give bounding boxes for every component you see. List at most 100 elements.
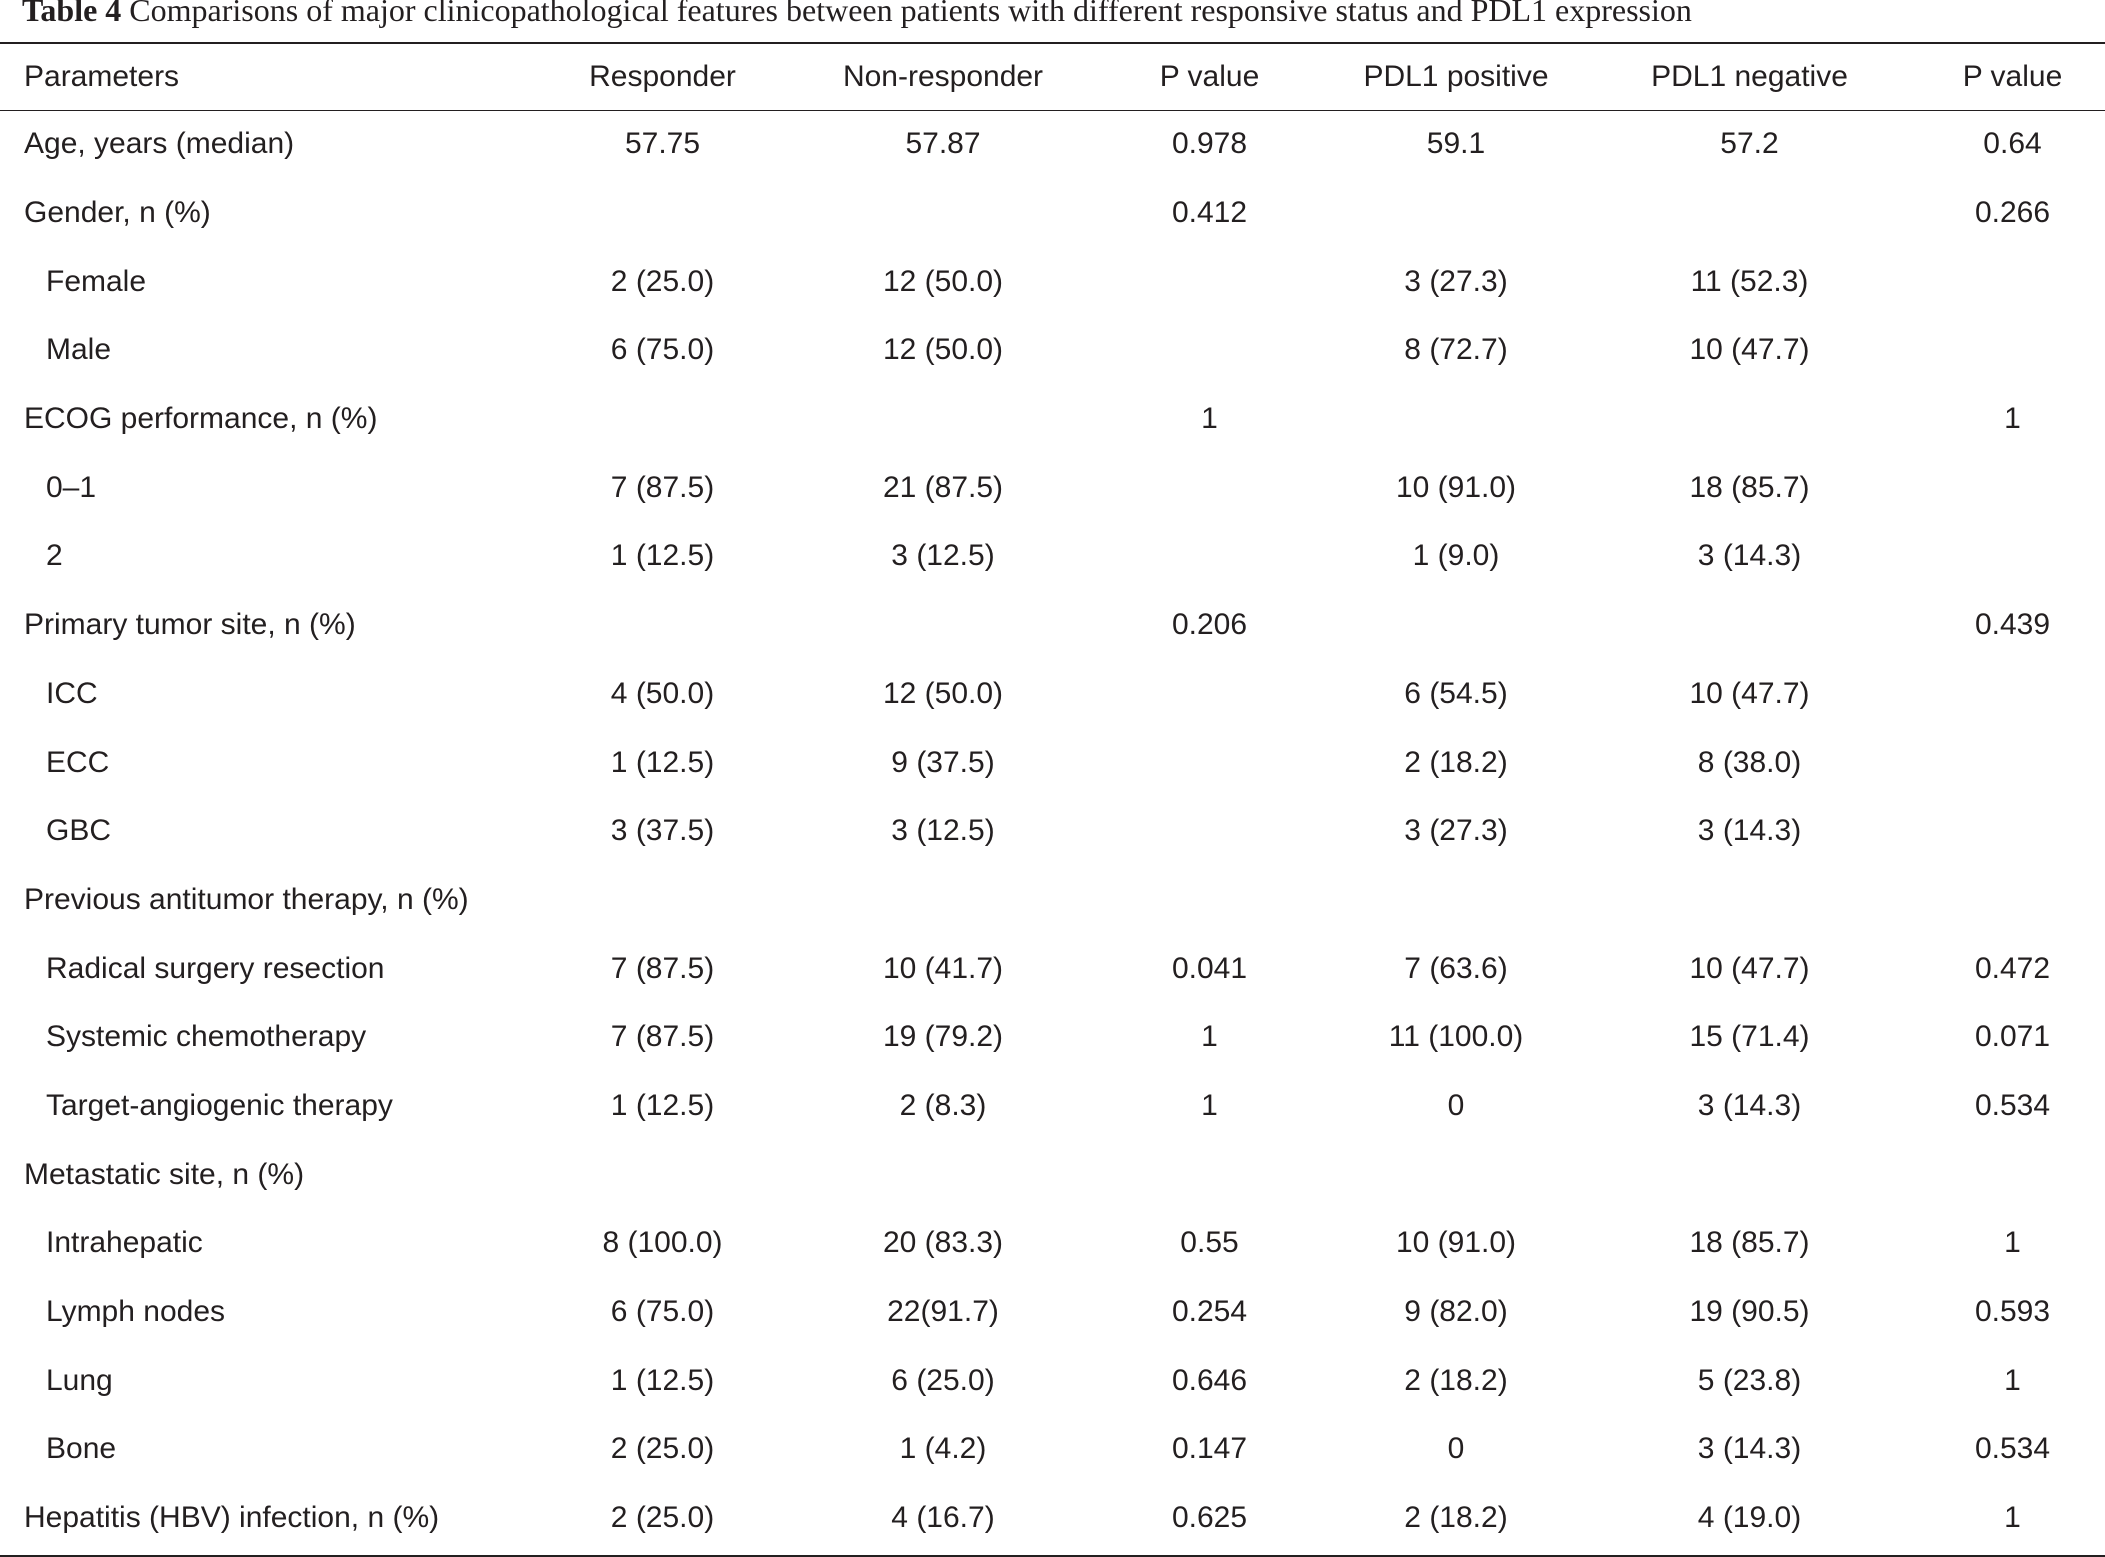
parameter-cell: ECOG performance, n (%) [24, 402, 378, 436]
value-cell [549, 866, 776, 935]
value-cell: 10 (91.0) [1395, 1226, 1517, 1260]
value-cell: 2 (25.0) [610, 1432, 715, 1466]
value-cell: 8 (72.7) [1404, 333, 1508, 367]
table-row: Bone 2 (25.0) 1 (4.2) 0.147 0 3 (14.3) 0.534 [0, 1415, 2105, 1484]
value-cell: 0.55 [1180, 1226, 1239, 1260]
value-cell: 4 (50.0) [610, 676, 715, 710]
value-cell: 7 (87.5) [610, 951, 715, 985]
value-cell: 10 (47.7) [1689, 333, 1810, 367]
value-cell: 1 [1201, 402, 1218, 436]
value-cell [1309, 1140, 1603, 1209]
value-cell: 0.254 [1171, 1295, 1248, 1329]
table-header-rule [0, 110, 2105, 111]
table-row: Age, years (median) 57.75 57.87 0.978 59.1 57… [0, 110, 2105, 179]
value-cell [1309, 866, 1603, 935]
value-cell: 7 (63.6) [1404, 951, 1508, 985]
column-header: PDL1 negative [1651, 59, 1848, 93]
value-cell: 1 (4.2) [899, 1432, 987, 1466]
table-row: ICC 4 (50.0) 12 (50.0) 6 (54.5) 10 (47.7) [0, 660, 2105, 729]
value-cell: 9 (82.0) [1404, 1295, 1508, 1329]
parameter-cell: Age, years (median) [24, 127, 295, 161]
table-row: Systemic chemotherapy 7 (87.5) 19 (79.2) 1 1… [0, 1003, 2105, 1072]
table-row: 2 1 (12.5) 3 (12.5) 1 (9.0) 3 (14.3) [0, 522, 2105, 591]
value-cell: 11 (52.3) [1690, 264, 1809, 298]
table-caption: Table 4 Comparisons of major clinicopath… [22, 0, 1692, 29]
parameter-cell: Primary tumor site, n (%) [24, 608, 356, 642]
value-cell: 19 (79.2) [882, 1020, 1004, 1054]
table-row: Lung 1 (12.5) 6 (25.0) 0.646 2 (18.2) 5 (23.8… [0, 1346, 2105, 1415]
table-row: Female 2 (25.0) 12 (50.0) 3 (27.3) 11 (52.3) [0, 247, 2105, 316]
value-cell [1110, 866, 1309, 935]
value-cell: 1 (12.5) [610, 745, 715, 779]
value-cell [1110, 453, 1309, 522]
parameter-cell: Hepatitis (HBV) infection, n (%) [24, 1501, 440, 1535]
table-row: Radical surgery resection 7 (87.5) 10 (41.… [0, 934, 2105, 1003]
column-header: Responder [589, 59, 736, 93]
value-cell: 10 (91.0) [1395, 470, 1517, 504]
value-cell: 4 (16.7) [891, 1501, 995, 1535]
value-cell [1603, 591, 1896, 660]
value-cell: 0.439 [1974, 608, 2051, 642]
sub-parameter-cell: ECC [46, 745, 110, 779]
value-cell: 6 (75.0) [610, 1295, 715, 1329]
sub-parameter-cell: 0–1 [46, 470, 97, 504]
table-body: Age, years (median) 57.75 57.87 0.978 59.1 57… [0, 110, 2105, 1552]
value-cell [1309, 591, 1603, 660]
value-cell [1896, 660, 2105, 729]
value-cell: 10 (41.7) [882, 951, 1004, 985]
value-cell: 1 [1201, 1088, 1218, 1122]
value-cell: 15 (71.4) [1689, 1020, 1810, 1054]
value-cell: 0.412 [1171, 196, 1248, 230]
value-cell: 10 (47.7) [1689, 951, 1810, 985]
value-cell: 0.472 [1974, 951, 2051, 985]
value-cell: 5 (23.8) [1697, 1363, 1802, 1397]
value-cell: 57.2 [1720, 127, 1779, 161]
table-row: Male 6 (75.0) 12 (50.0) 8 (72.7) 10 (47.7) [0, 316, 2105, 385]
value-cell [1110, 797, 1309, 866]
value-cell: 3 (27.3) [1404, 264, 1508, 298]
value-cell: 4 (19.0) [1697, 1501, 1802, 1535]
value-cell: 7 (87.5) [610, 1020, 715, 1054]
value-cell [1110, 728, 1309, 797]
parameter-cell: Metastatic site, n (%) [24, 1157, 305, 1191]
column-header: P value [1159, 59, 1260, 93]
table-row: Previous antitumor therapy, n (%) [0, 866, 2105, 935]
table-top-rule [0, 42, 2105, 44]
value-cell: 0.206 [1171, 608, 1248, 642]
value-cell: 2 (25.0) [610, 264, 715, 298]
table-row: Hepatitis (HBV) infection, n (%) 2 (25.0)… [0, 1484, 2105, 1553]
value-cell: 0.534 [1974, 1432, 2051, 1466]
value-cell [1896, 316, 2105, 385]
table-caption-text: Comparisons of major clinicopathological… [129, 0, 1692, 28]
value-cell [549, 385, 776, 454]
sub-parameter-cell: GBC [46, 814, 112, 848]
column-header: Non-responder [842, 59, 1044, 93]
value-cell: 3 (37.5) [610, 814, 715, 848]
value-cell: 11 (100.0) [1388, 1020, 1524, 1054]
value-cell: 2 (18.2) [1404, 1501, 1508, 1535]
table-row: ECC 1 (12.5) 9 (37.5) 2 (18.2) 8 (38.0) [0, 728, 2105, 797]
value-cell: 3 (12.5) [891, 539, 995, 573]
value-cell: 1 (12.5) [610, 1088, 715, 1122]
value-cell: 1 (9.0) [1412, 539, 1500, 573]
sub-parameter-cell: Systemic chemotherapy [46, 1020, 367, 1054]
column-header: P value [1962, 59, 2063, 93]
column-header: PDL1 positive [1363, 59, 1549, 93]
value-cell: 21 (87.5) [882, 470, 1004, 504]
sub-parameter-cell: Target-angiogenic therapy [46, 1088, 393, 1122]
value-cell [1896, 247, 2105, 316]
value-cell: 18 (85.7) [1689, 470, 1810, 504]
value-cell: 20 (83.3) [882, 1226, 1004, 1260]
value-cell: 19 (90.5) [1689, 1295, 1810, 1329]
value-cell: 0 [1447, 1088, 1465, 1122]
table-header-row: Parameters Responder Non-responder P value P… [0, 43, 2105, 110]
table-row: Target-angiogenic therapy 1 (12.5) 2 (8.3)… [0, 1072, 2105, 1141]
sub-parameter-cell: Male [46, 333, 112, 367]
value-cell [776, 1140, 1110, 1209]
value-cell [1896, 797, 2105, 866]
value-cell: 3 (12.5) [891, 814, 995, 848]
value-cell: 0.041 [1171, 951, 1248, 985]
value-cell: 3 (14.3) [1697, 1088, 1802, 1122]
value-cell [1110, 1140, 1309, 1209]
value-cell: 2 (18.2) [1404, 745, 1508, 779]
